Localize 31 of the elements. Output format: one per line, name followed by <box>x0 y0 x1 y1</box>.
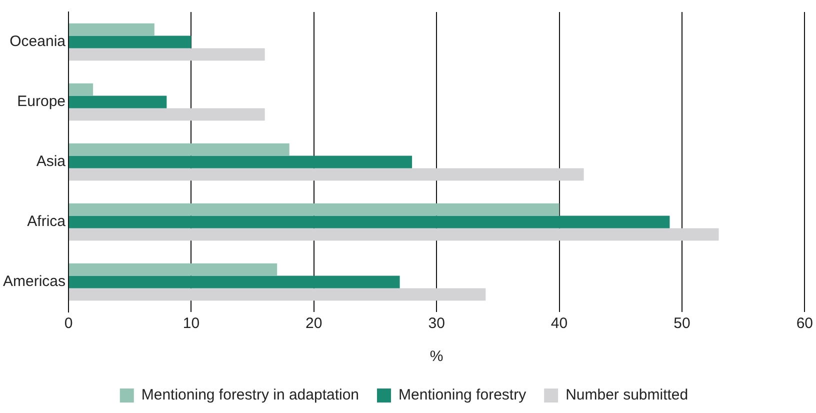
x-axis-title: % <box>430 348 444 366</box>
bar <box>69 83 94 96</box>
bar <box>69 96 167 108</box>
y-tick-label: Europe <box>17 93 66 110</box>
bar <box>69 263 278 276</box>
x-tick-label: 0 <box>64 315 73 332</box>
bar <box>69 276 400 288</box>
bar <box>69 143 290 156</box>
bar <box>69 23 154 36</box>
bar <box>69 288 486 301</box>
x-tick-label: 30 <box>428 315 445 332</box>
y-tick-label: Oceania <box>10 33 66 50</box>
y-tick-label: Asia <box>36 153 66 170</box>
x-tick-label: 60 <box>796 315 813 332</box>
legend-label: Number submitted <box>566 386 688 404</box>
bar <box>69 48 265 61</box>
bar <box>69 108 265 121</box>
bar <box>69 168 584 181</box>
bar <box>69 36 192 48</box>
bar <box>69 156 412 168</box>
x-tick-label: 10 <box>182 315 200 332</box>
y-tick-label: Americas <box>2 273 66 290</box>
bar <box>69 203 560 216</box>
x-tick-label: 50 <box>674 315 690 332</box>
x-tick-label: 40 <box>550 315 568 332</box>
bar <box>69 228 719 241</box>
legend-label: Mentioning forestry <box>398 386 527 404</box>
x-tick-label: 20 <box>306 315 322 332</box>
legend-label: Mentioning forestry in adaptation <box>141 386 360 404</box>
bar <box>69 216 670 228</box>
y-tick-label: Africa <box>27 213 66 230</box>
